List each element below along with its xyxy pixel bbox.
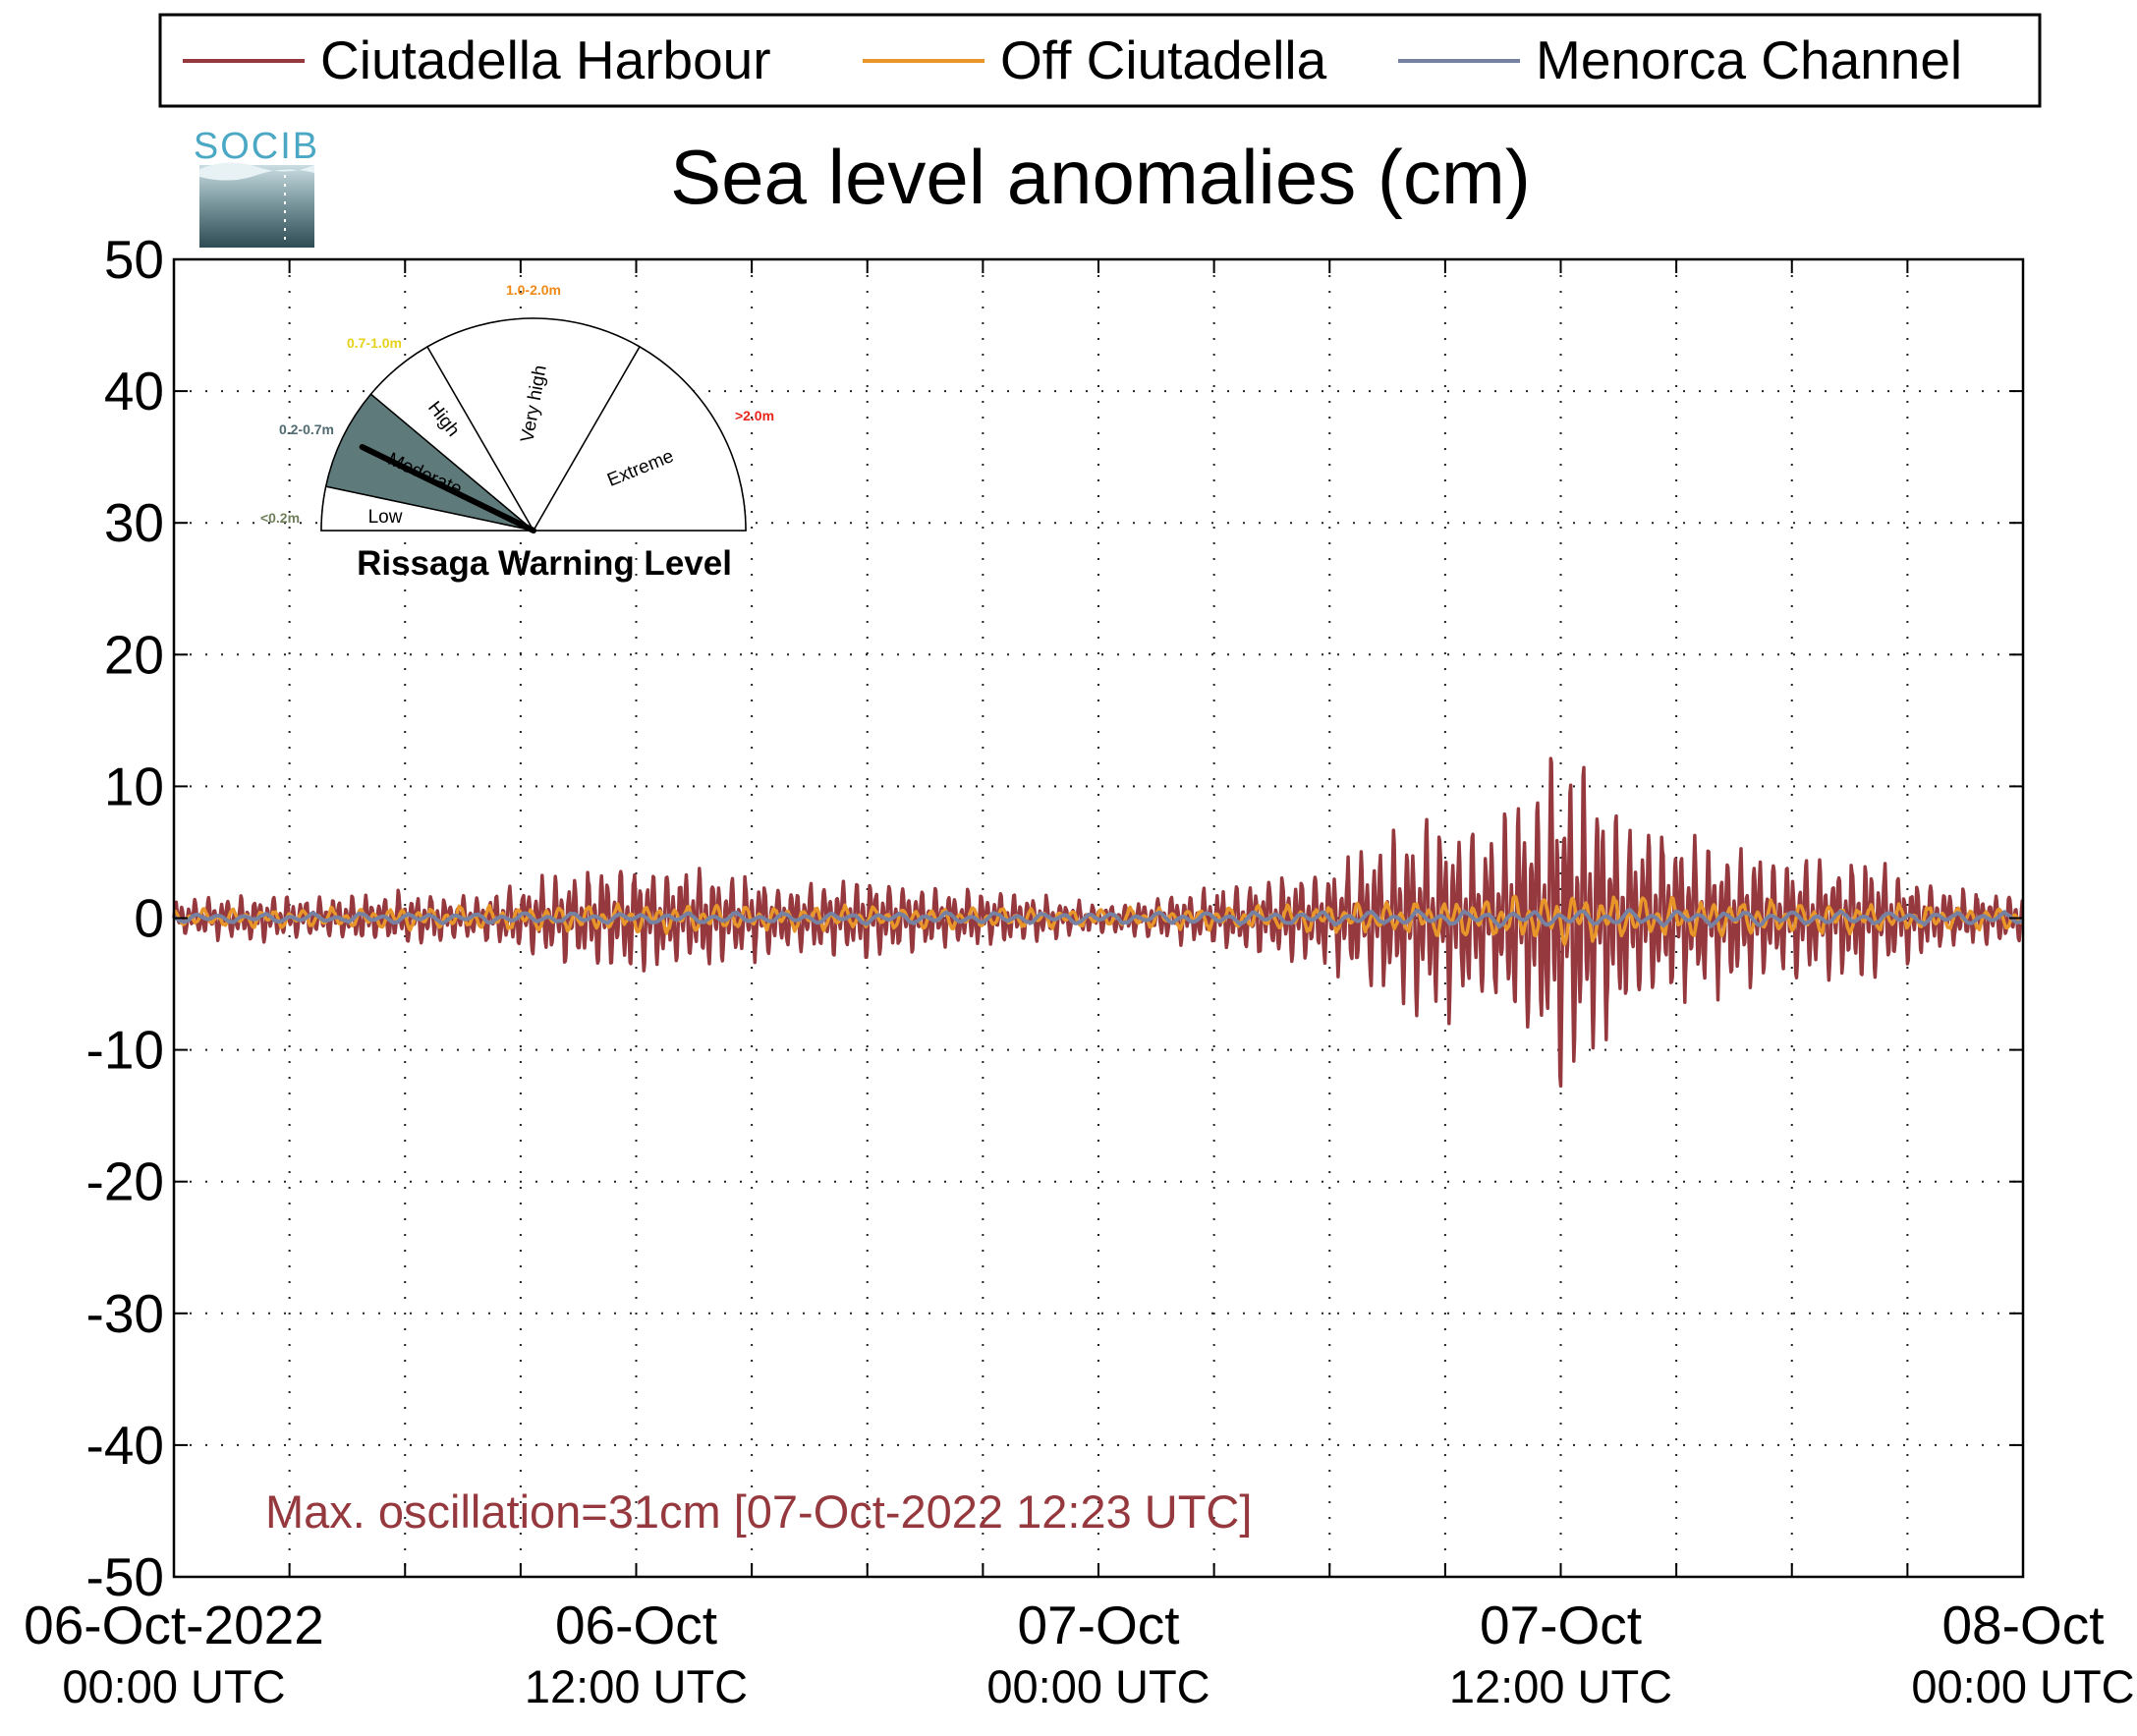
x-tick-label-date: 08-Oct [1941, 1595, 2104, 1655]
x-tick-label-time: 12:00 UTC [525, 1660, 748, 1712]
gauge-sector-moderate [324, 393, 534, 532]
legend-label-off-ciutadella: Off Ciutadella [1000, 29, 1327, 90]
x-tick-label-date: 07-Oct [1017, 1595, 1179, 1655]
x-tick-label-time: 00:00 UTC [62, 1660, 285, 1712]
gauge-sector-very-high [425, 317, 642, 532]
rissaga-gauge: LowModerateHighVery highExtreme<0.2m0.2-… [260, 282, 774, 583]
y-axis: 50 40 30 20 10 0 -10 -20 -30 -40 -50 [86, 229, 2023, 1607]
series-line-off-ciutadella [173, 894, 2025, 946]
y-tick-label: -40 [86, 1415, 165, 1476]
gauge-needle [359, 443, 536, 533]
gauge-range-label: <0.2m [260, 510, 300, 526]
x-tick-label-date: 06-Oct-2022 [24, 1595, 324, 1655]
legend: Ciutadella Harbour Off Ciutadella Menorc… [158, 13, 2042, 108]
logo-wave-crest [199, 162, 314, 181]
y-tick-label: -20 [86, 1151, 165, 1212]
y-tick-label: 40 [104, 361, 164, 421]
legend-box [158, 13, 2042, 108]
chart-title: Sea level anomalies (cm) [670, 134, 1531, 220]
gauge-range-label: >2.0m [735, 408, 774, 423]
series-layer [172, 756, 2025, 1089]
y-tick-label: 10 [104, 756, 164, 816]
gauge-sector-extreme [532, 345, 747, 532]
y-tick-label: -10 [86, 1020, 165, 1081]
socib-logo: SOCIB [194, 126, 319, 248]
y-tick-label: -30 [86, 1283, 165, 1344]
x-tick-label-date: 06-Oct [555, 1595, 717, 1655]
x-tick-label-time: 00:00 UTC [986, 1660, 1209, 1712]
y-tick-label: 50 [104, 229, 164, 290]
legend-label-ciutadella-harbour: Ciutadella Harbour [320, 29, 771, 90]
gauge-range-label: 0.2-0.7m [279, 421, 334, 437]
x-tick-label-time: 00:00 UTC [1911, 1660, 2134, 1712]
gauge-level-label: Low [368, 507, 403, 528]
gauge-range-label: 0.7-1.0m [347, 335, 402, 351]
gauge-title: Rissaga Warning Level [357, 544, 732, 583]
x-tick-label-time: 12:00 UTC [1449, 1660, 1672, 1712]
series-line-menorca-channel [173, 908, 2025, 929]
y-tick-label: 30 [104, 492, 164, 553]
gauge-range-label: 1.0-2.0m [506, 282, 561, 298]
y-tick-label: 20 [104, 624, 164, 685]
legend-label-menorca-channel: Menorca Channel [1536, 29, 1962, 90]
max-oscillation-annotation: Max. oscillation=31cm [07-Oct-2022 12:23… [265, 1485, 1252, 1538]
x-tick-label-date: 07-Oct [1480, 1595, 1642, 1655]
logo-text: SOCIB [194, 126, 319, 167]
y-tick-label: -50 [86, 1546, 165, 1607]
y-tick-label: 0 [134, 888, 164, 949]
